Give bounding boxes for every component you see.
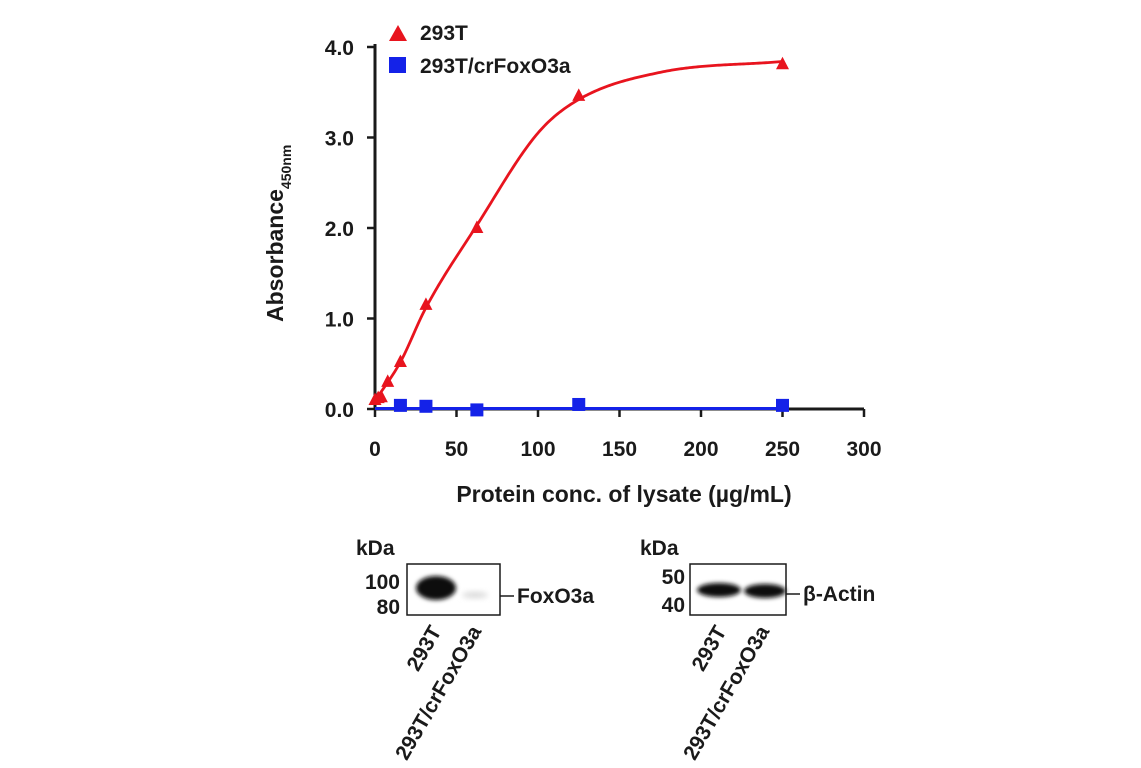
legend-marker-293t: [389, 25, 407, 41]
x-axis-title: Protein conc. of lysate (µg/mL): [456, 481, 791, 507]
x-axis-ticks: 0 50 100 150 200 250 300: [369, 409, 882, 461]
blot2-unit-label: kDa: [640, 537, 679, 560]
y-axis-title: Absorbance450nm: [262, 145, 294, 322]
fit-line-293t: [373, 60, 783, 402]
blot1-marker-100: 100: [365, 571, 400, 594]
legend-label-293t: 293T: [420, 22, 468, 45]
blot1-protein-label: FoxO3a: [517, 585, 594, 608]
point-293t: [776, 56, 789, 70]
blot1-band-lane2: [462, 592, 488, 598]
point-293t: [374, 389, 388, 403]
point-293t-crfoxo3a: [393, 398, 407, 412]
x-tick-label: 50: [445, 438, 468, 461]
y-axis-title-subscript: 450nm: [278, 145, 294, 189]
y-tick-label: 4.0: [325, 37, 354, 60]
point-293t-crfoxo3a: [572, 397, 586, 411]
legend: 293T 293T/crFoxO3a: [389, 22, 571, 78]
western-blot-foxo3a: kDa 100 80 FoxO3a 293T 293T/crFoxO3a: [356, 537, 594, 764]
x-tick-label: 0: [369, 438, 381, 461]
blot2-marker-50: 50: [662, 566, 685, 589]
legend-marker-293t-crfoxo3a: [389, 57, 406, 73]
point-293t-crfoxo3a: [419, 399, 433, 413]
blot2-lane-label-2: 293T/crFoxO3a: [679, 622, 774, 764]
blot2-band-lane1: [697, 583, 741, 597]
y-tick-label: 2.0: [325, 218, 354, 241]
blot2-lane-label-1: 293T: [687, 622, 731, 675]
y-tick-label: 0.0: [325, 399, 354, 422]
x-tick-label: 250: [765, 438, 800, 461]
blot2-marker-40: 40: [662, 594, 685, 617]
y-tick-label: 1.0: [325, 309, 354, 332]
western-blot-beta-actin: kDa 50 40 β-Actin 293T 293T/crFoxO3a: [640, 537, 875, 764]
point-293t: [470, 220, 484, 233]
x-tick-label: 150: [602, 438, 637, 461]
blot1-marker-80: 80: [377, 596, 400, 619]
blot2-protein-label: β-Actin: [803, 583, 875, 606]
point-293t: [393, 354, 407, 367]
point-293t-crfoxo3a: [776, 398, 789, 412]
point-293t: [572, 88, 586, 101]
elisa-chart: 0.0 1.0 2.0 3.0 4.0 0 50 100 150 200 250 300 Prote…: [262, 22, 882, 507]
x-tick-label: 300: [846, 438, 881, 461]
x-tick-label: 200: [683, 438, 718, 461]
y-axis-title-main: Absorbance: [262, 189, 288, 322]
y-axis-ticks: 0.0 1.0 2.0 3.0 4.0: [325, 37, 375, 422]
point-293t: [419, 297, 433, 310]
y-tick-label: 3.0: [325, 128, 354, 151]
blot1-band-lane1: [416, 576, 456, 600]
blot1-unit-label: kDa: [356, 537, 395, 560]
x-tick-label: 100: [520, 438, 555, 461]
point-293t: [381, 374, 395, 387]
blot2-band-lane2: [744, 584, 786, 598]
point-293t-crfoxo3a: [470, 403, 484, 417]
legend-label-293t-crfoxo3a: 293T/crFoxO3a: [420, 55, 571, 78]
